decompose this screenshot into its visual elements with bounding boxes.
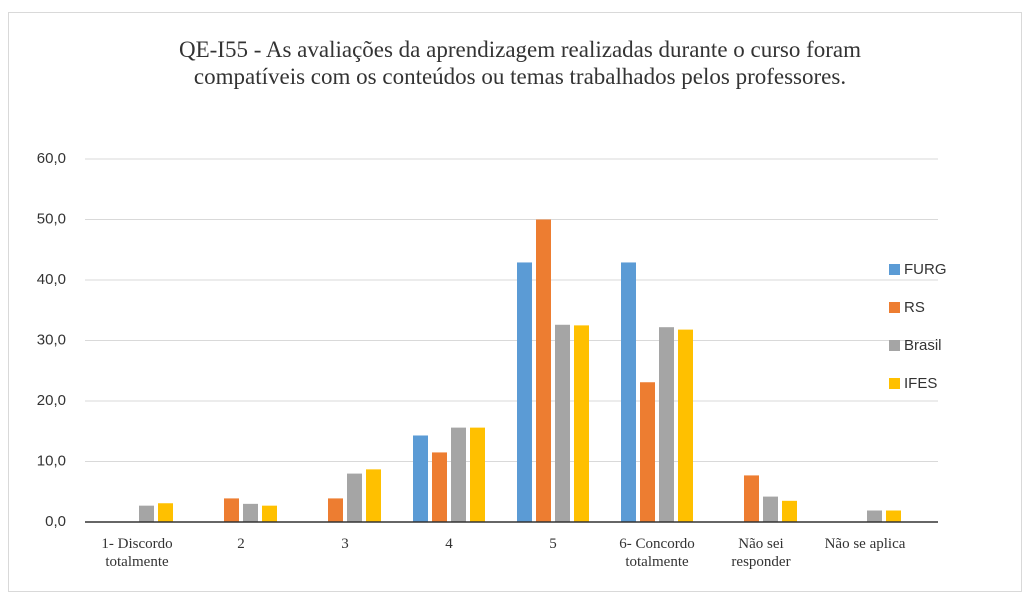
y-tick-label: 30,0	[37, 331, 66, 348]
y-tick-label: 20,0	[37, 392, 66, 409]
bar	[621, 262, 636, 522]
x-tick-label: 1- Discordo totalmente	[101, 536, 173, 570]
y-tick-label: 10,0	[37, 452, 66, 469]
bar	[763, 496, 778, 522]
bar	[366, 469, 381, 522]
bar	[413, 435, 428, 522]
x-tick-label: 3	[341, 536, 349, 552]
bar	[640, 382, 655, 522]
bar	[744, 475, 759, 522]
legend-swatch	[889, 264, 900, 275]
bar	[678, 329, 693, 522]
legend-swatch	[889, 340, 900, 351]
x-tick-label: 4	[445, 536, 453, 552]
bar	[158, 503, 173, 522]
legend-label: FURG	[904, 261, 947, 278]
bar	[432, 452, 447, 522]
bar	[243, 503, 258, 522]
x-tick-label: Não sei responder	[731, 536, 791, 570]
bar	[451, 427, 466, 522]
bar	[536, 219, 551, 522]
bar	[886, 510, 901, 522]
bar	[867, 510, 882, 522]
bar	[782, 500, 797, 522]
bar	[139, 505, 154, 522]
bar	[262, 505, 277, 522]
bar	[555, 324, 570, 522]
x-tick-label: 5	[549, 536, 557, 552]
x-tick-label: 2	[237, 536, 245, 552]
bar	[224, 498, 239, 522]
chart-title: QE-I55 - As avaliações da aprendizagem r…	[178, 37, 862, 89]
bar	[517, 262, 532, 522]
y-tick-label: 40,0	[37, 271, 66, 288]
bar	[574, 325, 589, 522]
y-tick-label: 50,0	[37, 210, 66, 227]
legend-label: RS	[904, 299, 925, 316]
y-tick-label: 60,0	[37, 150, 66, 167]
bar	[328, 498, 343, 522]
x-tick-label: Não se aplica	[824, 536, 906, 552]
legend-swatch	[889, 302, 900, 313]
x-tick-label: 6- Concordo totalmente	[619, 536, 695, 570]
legend-label: IFES	[904, 375, 937, 392]
legend-swatch	[889, 378, 900, 389]
bar	[347, 473, 362, 522]
bar	[470, 427, 485, 522]
legend-label: Brasil	[904, 337, 942, 354]
y-tick-label: 0,0	[45, 513, 66, 530]
bar	[659, 327, 674, 522]
